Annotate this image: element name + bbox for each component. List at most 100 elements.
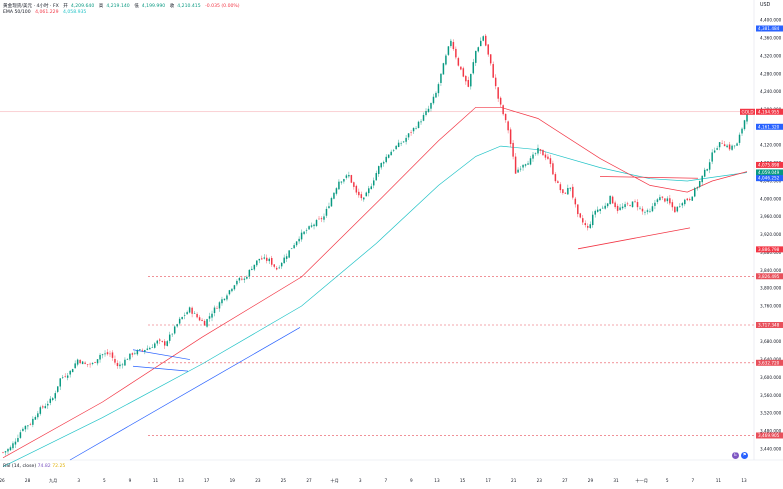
candle-body [674, 206, 676, 213]
candle-body [636, 202, 639, 208]
level-price-tag [756, 273, 783, 280]
candle-body [173, 326, 176, 334]
level-price-tag-label: 3,826.495 [758, 274, 780, 279]
candle-body [141, 349, 144, 351]
candle-body [56, 386, 59, 392]
candle-body [567, 188, 569, 195]
candle-body [353, 182, 355, 187]
candle-body [492, 64, 494, 78]
price-tag-label: 3,886.798 [758, 247, 780, 252]
price-tag [756, 123, 783, 130]
x-tick-label: 17 [485, 478, 491, 483]
candle-body [2, 452, 4, 453]
candle-body [589, 224, 591, 229]
flag-icon[interactable]: ⚑ [741, 452, 748, 459]
candle-body [193, 313, 196, 314]
candle-body [363, 197, 365, 200]
ema50-line [2, 106, 748, 459]
candle-body [420, 121, 422, 123]
triangle-lower-line [577, 227, 691, 250]
candle-body [261, 258, 263, 260]
candle-body [417, 121, 420, 128]
candle-body [116, 362, 119, 367]
candle-body [694, 188, 696, 197]
x-tick-label: 11 [716, 478, 722, 483]
y-tick-label: 3,600.000 [760, 375, 782, 380]
candle-body [14, 441, 17, 445]
candle-body [385, 156, 387, 163]
candle-body [679, 206, 681, 207]
rsi-label: RSI (14, close) [3, 464, 37, 469]
candle-body [318, 218, 320, 220]
candle-body [280, 262, 283, 267]
candle-body [89, 363, 91, 365]
candle-body [415, 128, 417, 129]
level-price-tag-label: 3,717.348 [758, 323, 780, 328]
candle-body [24, 425, 27, 430]
price-tag-label: 4,381.484 [758, 26, 780, 31]
candle-body [639, 207, 641, 209]
candle-body [432, 96, 435, 104]
candle-body [221, 299, 223, 304]
candle-body [178, 318, 181, 324]
candle-body [310, 225, 313, 227]
x-tick-label: 23 [255, 478, 261, 483]
level-price-tag-label: 3,469.905 [758, 433, 780, 438]
candle-body [489, 54, 492, 64]
y-tick-label: 4,120.000 [760, 143, 782, 148]
x-tick-label: 7 [384, 478, 387, 483]
candle-body [66, 375, 69, 378]
candle-body [12, 443, 14, 449]
x-tick-label: 27 [306, 478, 312, 483]
candle-body [527, 163, 529, 165]
candle-body [462, 68, 465, 77]
candle-body [64, 376, 66, 377]
candle-body [731, 145, 733, 150]
candle-body [275, 267, 278, 270]
level-price-tag [756, 322, 783, 329]
candle-body [101, 354, 104, 356]
candle-body [460, 66, 462, 70]
candle-body [621, 206, 624, 209]
candle-body [477, 47, 480, 52]
price-tag [756, 108, 783, 115]
candle-body [161, 340, 163, 342]
event-icon[interactable]: E [732, 452, 739, 459]
x-tick-label: 13 [178, 478, 184, 483]
candle-body [644, 212, 646, 213]
candle-body [69, 370, 71, 375]
candle-body [629, 205, 631, 207]
candle-body [614, 202, 616, 208]
x-tick-label: 7 [691, 478, 694, 483]
candle-body [487, 44, 489, 55]
candle-body [733, 145, 736, 147]
candle-body [86, 364, 89, 365]
candle-body [22, 428, 24, 431]
candle-body [609, 195, 611, 205]
ema50-value: 4,061.229 [35, 10, 59, 15]
candle-body [283, 257, 285, 264]
candle-body [335, 188, 338, 194]
candle-body [146, 348, 149, 350]
candle-body [348, 175, 350, 177]
candle-body [529, 158, 532, 165]
candle-body [295, 241, 298, 246]
candle-body [39, 407, 42, 414]
candle-body [626, 203, 629, 205]
candle-body [537, 147, 539, 154]
x-tick-label: 5 [666, 478, 669, 483]
candle-body [84, 362, 86, 364]
open-value: 4,209.640 [70, 4, 95, 9]
candle-body [370, 186, 373, 190]
candle-body [671, 202, 674, 208]
chart-legend: 黄金现货/美元 · 4小时 · FX 开 4,209.640 高 4,219.140… [3, 3, 243, 9]
candle-body [298, 238, 300, 242]
x-tick-label: 九月 [49, 477, 57, 484]
candle-body [149, 347, 151, 350]
candle-body [534, 153, 537, 154]
x-tick-label: 27 [562, 478, 568, 483]
candle-body [285, 256, 288, 259]
x-tick-label: 21 [511, 478, 517, 483]
